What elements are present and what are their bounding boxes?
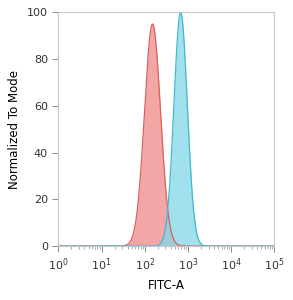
X-axis label: FITC-A: FITC-A xyxy=(148,279,185,292)
Y-axis label: Normalized To Mode: Normalized To Mode xyxy=(8,70,21,189)
